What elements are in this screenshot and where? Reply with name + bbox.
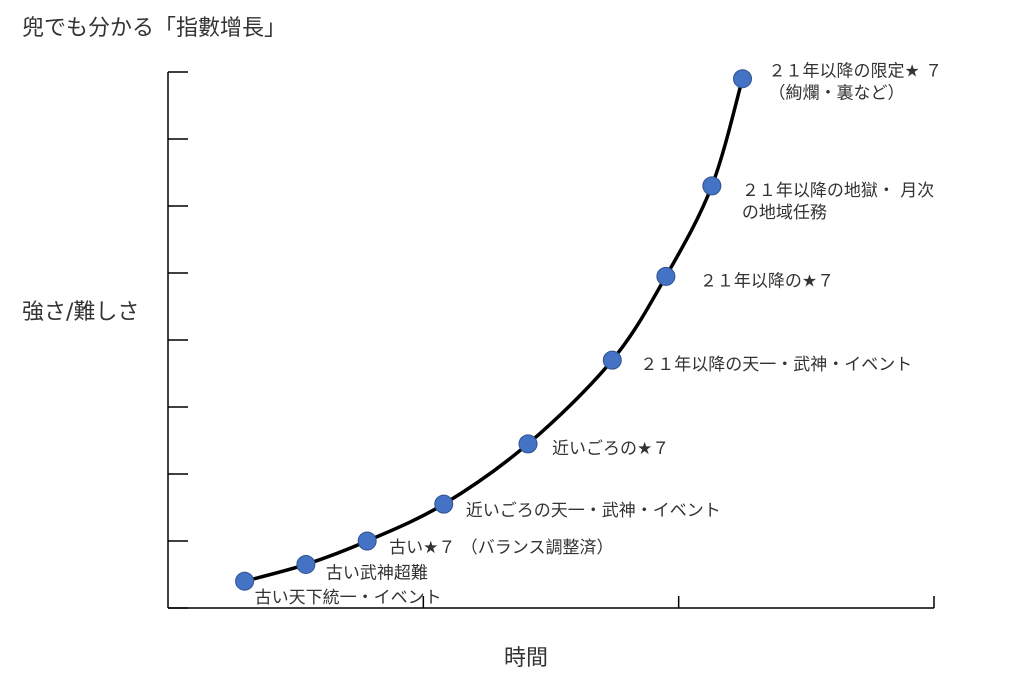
- data-label-line: 近いごろの天一・武神・イベント: [466, 501, 721, 521]
- data-label-line: の地域任務: [742, 203, 827, 223]
- data-label: ２１年以降の限定★ ７（絢爛・裏など）: [769, 62, 943, 104]
- data-point: [357, 531, 377, 551]
- data-label-line: （絢爛・裏など）: [769, 83, 905, 104]
- data-label: ２１年以降の天一・武神・イベント: [640, 355, 912, 375]
- data-label-line: 古い★７ （バランス調整済）: [389, 538, 613, 558]
- axes: [167, 71, 935, 609]
- data-label: 古い天下統一・イベント: [255, 588, 442, 608]
- data-point: [702, 176, 722, 196]
- data-label: 古い武神超難: [326, 563, 428, 583]
- data-label-line: ２１年以降の★７: [700, 271, 834, 291]
- chart-title: 兜でも分かる「指數增長」: [22, 16, 287, 41]
- data-label-line: ２１年以降の地獄・ 月次: [742, 181, 934, 201]
- data-label: 古い★７ （バランス調整済）: [389, 538, 613, 558]
- data-label: ２１年以降の地獄・ 月次の地域任務: [742, 181, 934, 223]
- data-point: [602, 350, 622, 370]
- data-point: [656, 266, 676, 286]
- data-markers: [235, 69, 752, 591]
- data-point: [434, 494, 454, 514]
- data-labels: 古い天下統一・イベント 古い武神超難 古い★７ （バランス調整済） 近いごろの天一・武…: [255, 62, 943, 609]
- data-label-line: 古い天下統一・イベント: [255, 588, 442, 608]
- growth-curve: [244, 78, 745, 583]
- data-label-line: 古い武神超難: [326, 563, 428, 583]
- data-label: ２１年以降の★７: [700, 271, 834, 291]
- x-axis-label: 時間: [504, 646, 549, 671]
- data-point: [296, 554, 316, 574]
- y-axis-label: 強さ/難しさ: [22, 300, 140, 325]
- data-point: [733, 69, 752, 89]
- data-point: [518, 434, 538, 454]
- data-label-line: ２１年以降の天一・武神・イベント: [640, 355, 912, 375]
- data-label-line: 近いごろの★７: [552, 439, 669, 459]
- data-label: 近いごろの天一・武神・イベント: [466, 501, 721, 521]
- data-point: [235, 571, 255, 591]
- data-label: 近いごろの★７: [552, 439, 669, 459]
- data-label-line: ２１年以降の限定★ ７: [769, 62, 943, 82]
